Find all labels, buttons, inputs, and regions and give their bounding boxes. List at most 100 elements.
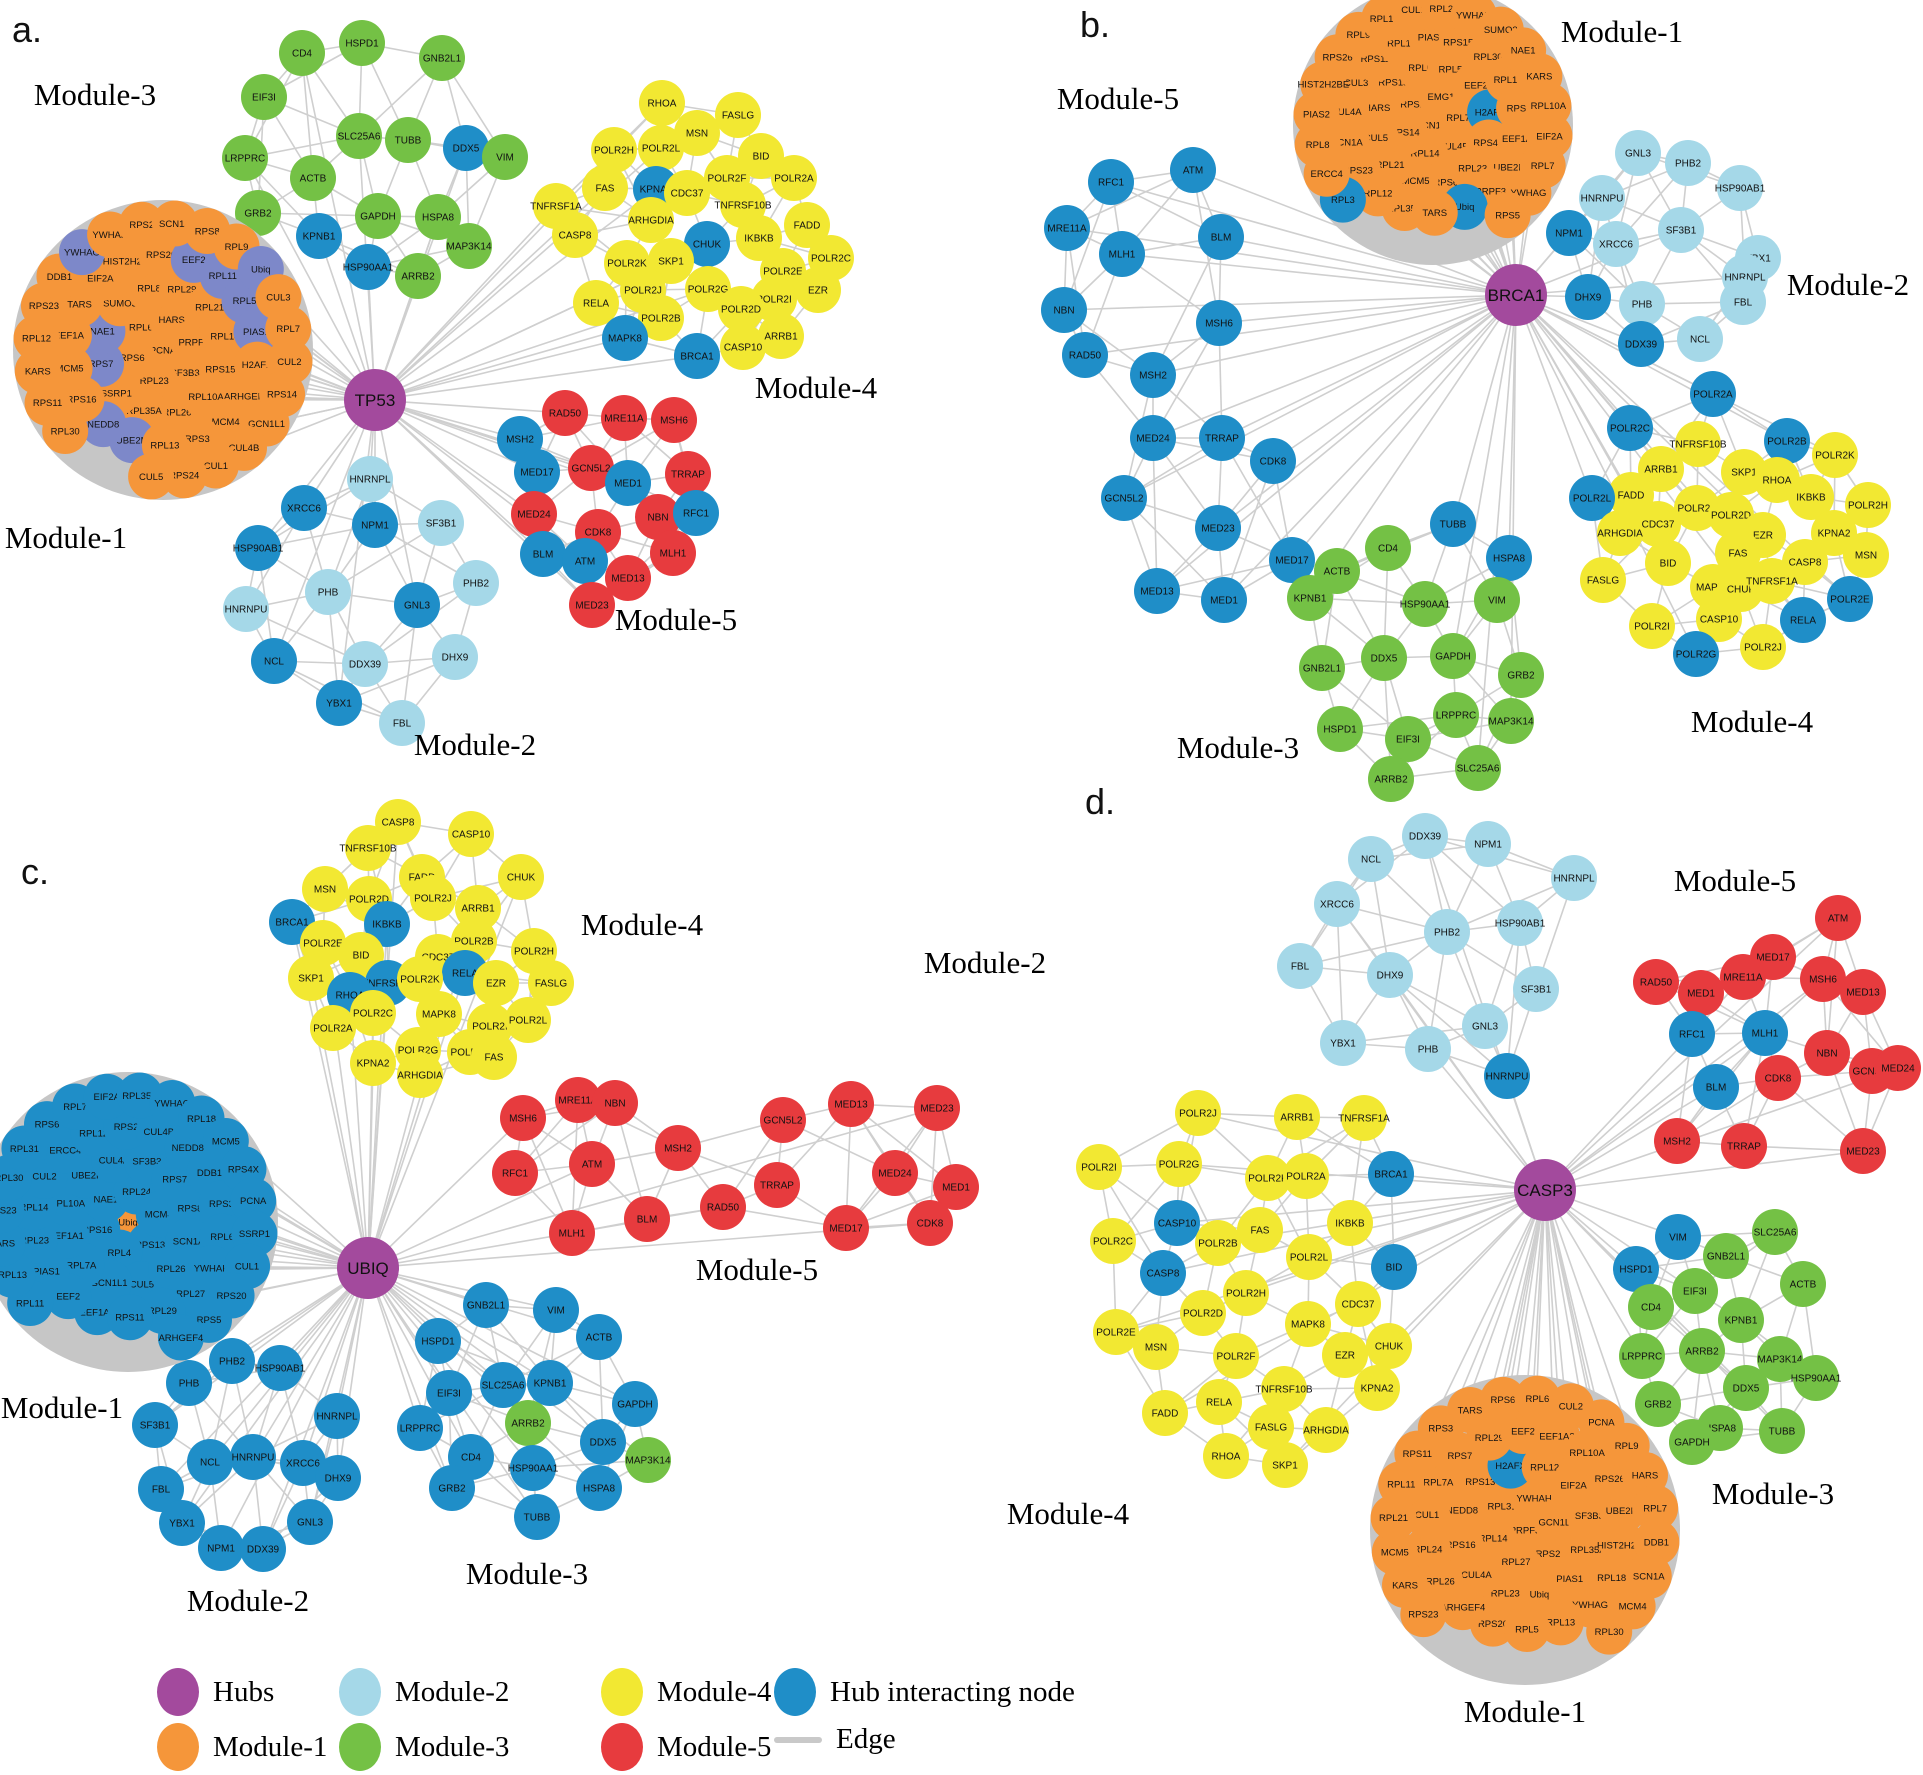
node-casp8[interactable]: CASP8 bbox=[552, 212, 598, 258]
node-cdc37[interactable]: CDC37 bbox=[1335, 1281, 1381, 1327]
node-cdc37[interactable]: CDC37 bbox=[664, 170, 710, 216]
node-circle[interactable] bbox=[14, 348, 61, 395]
node-circle[interactable] bbox=[419, 35, 465, 81]
node-brca1[interactable]: BRCA1 bbox=[1368, 1151, 1414, 1197]
node-arrb1[interactable]: ARRB1 bbox=[758, 313, 804, 359]
node-phb2[interactable]: PHB2 bbox=[453, 560, 499, 606]
node-circle[interactable] bbox=[300, 920, 346, 966]
node-med23[interactable]: MED23 bbox=[1840, 1128, 1886, 1174]
node-hnrnpl[interactable]: HNRNPL bbox=[347, 456, 393, 502]
node-mre11a[interactable]: MRE11A bbox=[601, 395, 647, 441]
node-circle[interactable] bbox=[591, 127, 637, 173]
node-circle[interactable] bbox=[758, 313, 804, 359]
node-circle[interactable] bbox=[230, 1177, 277, 1224]
node-circle[interactable] bbox=[1088, 159, 1134, 205]
node-circle[interactable] bbox=[279, 30, 325, 76]
node-cdk8[interactable]: CDK8 bbox=[907, 1200, 953, 1246]
node-circle[interactable] bbox=[1156, 1141, 1202, 1187]
node-med23[interactable]: MED23 bbox=[569, 582, 615, 628]
node-med24[interactable]: MED24 bbox=[1875, 1045, 1921, 1091]
node-circle[interactable] bbox=[1815, 895, 1861, 941]
node-polr2b[interactable]: POLR2B bbox=[1764, 418, 1810, 464]
node-circle[interactable] bbox=[290, 155, 336, 201]
node-tubb[interactable]: TUBB bbox=[514, 1494, 560, 1540]
node-phb[interactable]: PHB bbox=[1405, 1026, 1451, 1072]
node-circle[interactable] bbox=[1717, 165, 1763, 211]
node-dhx9[interactable]: DHX9 bbox=[432, 634, 478, 680]
node-map3k14[interactable]: MAP3K14 bbox=[1757, 1336, 1803, 1382]
node-circle[interactable] bbox=[1455, 745, 1501, 791]
node-polr2a[interactable]: POLR2A bbox=[310, 1005, 356, 1051]
node-msn[interactable]: MSN bbox=[1843, 532, 1889, 578]
node-circle[interactable] bbox=[505, 997, 551, 1043]
node-circle[interactable] bbox=[1424, 909, 1470, 955]
node-polr2c[interactable]: POLR2C bbox=[350, 990, 396, 1036]
node-circle[interactable] bbox=[281, 485, 327, 531]
node-faslg[interactable]: FASLG bbox=[528, 960, 574, 1006]
node-circle[interactable] bbox=[1223, 1270, 1269, 1316]
node-msh2[interactable]: MSH2 bbox=[1130, 352, 1176, 398]
node-polr2d[interactable]: POLR2D bbox=[1180, 1290, 1226, 1336]
node-circle[interactable] bbox=[1579, 175, 1625, 221]
node-circle[interactable] bbox=[1608, 472, 1654, 518]
node-actb[interactable]: ACTB bbox=[1780, 1261, 1826, 1307]
node-msh6[interactable]: MSH6 bbox=[651, 397, 697, 443]
node-circle[interactable] bbox=[1201, 577, 1247, 623]
node-mre11a[interactable]: MRE11A bbox=[1044, 205, 1090, 251]
node-circle[interactable] bbox=[738, 133, 784, 179]
node-fbl[interactable]: FBL bbox=[379, 700, 425, 746]
node-circle[interactable] bbox=[415, 194, 461, 240]
node-polr2h[interactable]: POLR2H bbox=[1845, 482, 1891, 528]
node-circle[interactable] bbox=[1486, 535, 1532, 581]
node-hspd1[interactable]: HSPD1 bbox=[339, 20, 385, 66]
node-slc25a6[interactable]: SLC25A6 bbox=[336, 113, 382, 159]
node-tp53[interactable]: TP53 bbox=[344, 369, 406, 431]
node-circle[interactable] bbox=[1195, 1220, 1241, 1266]
node-circle[interactable] bbox=[549, 1210, 595, 1256]
node-circle[interactable] bbox=[527, 1360, 573, 1406]
node-circle[interactable] bbox=[1261, 1366, 1307, 1412]
node-circle[interactable] bbox=[1327, 1200, 1373, 1246]
node-circle[interactable] bbox=[580, 1419, 626, 1465]
node-cd4[interactable]: CD4 bbox=[1628, 1284, 1674, 1330]
node-circle[interactable] bbox=[1361, 635, 1407, 681]
node-circle[interactable] bbox=[1341, 1095, 1387, 1141]
node-circle[interactable] bbox=[310, 1005, 356, 1051]
node-circle[interactable] bbox=[1180, 1290, 1226, 1336]
node-circle[interactable] bbox=[1320, 1020, 1366, 1066]
node-polr2l[interactable]: POLR2L bbox=[1286, 1234, 1332, 1280]
node-mcm5[interactable]: MCM5 bbox=[1371, 1529, 1418, 1576]
node-circle[interactable] bbox=[1062, 332, 1108, 378]
node-rad50[interactable]: RAD50 bbox=[700, 1184, 746, 1230]
node-kpnb1[interactable]: KPNB1 bbox=[1718, 1297, 1764, 1343]
node-eif3i[interactable]: EIF3I bbox=[1672, 1268, 1718, 1314]
node-polr2j[interactable]: POLR2J bbox=[410, 875, 456, 921]
node-npm1[interactable]: NPM1 bbox=[352, 502, 398, 548]
node-trrap[interactable]: TRRAP bbox=[665, 451, 711, 497]
node-circle[interactable] bbox=[1632, 1484, 1679, 1531]
node-ikbkb[interactable]: IKBKB bbox=[364, 901, 410, 947]
node-ybx1[interactable]: YBX1 bbox=[159, 1500, 205, 1546]
node-med23[interactable]: MED23 bbox=[914, 1085, 960, 1131]
node-ikbkb[interactable]: IKBKB bbox=[1788, 474, 1834, 520]
node-circle[interactable] bbox=[1565, 274, 1611, 320]
node-msh6[interactable]: MSH6 bbox=[1196, 300, 1242, 346]
node-hsp90aa1[interactable]: HSP90AA1 bbox=[508, 1445, 559, 1491]
node-circle[interactable] bbox=[1101, 475, 1147, 521]
node-arhgdia[interactable]: ARHGDIA bbox=[1303, 1407, 1349, 1453]
node-circle[interactable] bbox=[166, 1360, 212, 1406]
node-med17[interactable]: MED17 bbox=[514, 449, 560, 495]
node-nbn[interactable]: NBN bbox=[592, 1080, 638, 1126]
node-circle[interactable] bbox=[684, 221, 730, 267]
node-rpl30[interactable]: RPL30 bbox=[1586, 1608, 1633, 1655]
node-trrap[interactable]: TRRAP bbox=[1199, 415, 1245, 461]
node-circle[interactable] bbox=[1213, 1333, 1259, 1379]
node-sf3b1[interactable]: SF3B1 bbox=[418, 500, 464, 546]
node-ddx5[interactable]: DDX5 bbox=[1361, 635, 1407, 681]
node-circle[interactable] bbox=[257, 1345, 303, 1391]
node-circle[interactable] bbox=[1484, 192, 1531, 239]
node-circle[interactable] bbox=[1099, 231, 1145, 277]
node-circle[interactable] bbox=[394, 582, 440, 628]
node-circle[interactable] bbox=[385, 117, 431, 163]
node-phb[interactable]: PHB bbox=[305, 569, 351, 615]
